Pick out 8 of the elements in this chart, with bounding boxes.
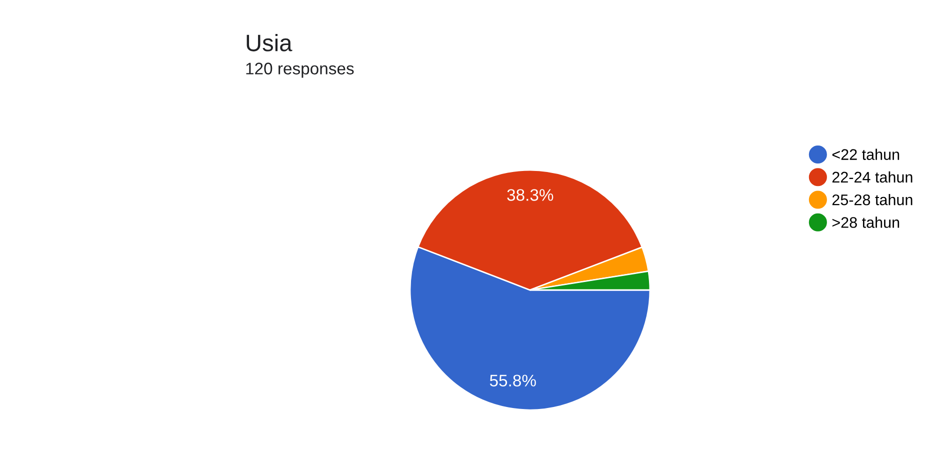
legend-label: <22 tahun xyxy=(832,148,900,160)
legend-label: 22-24 tahun xyxy=(832,171,912,183)
legend-label: 25-28 tahun xyxy=(832,194,912,206)
legend-label: >28 tahun xyxy=(832,216,900,228)
chart-title: Usia xyxy=(246,34,292,52)
data-label: 55.8% xyxy=(490,374,536,386)
data-label: 38.3% xyxy=(507,189,554,201)
chart-subtitle: 120 responses xyxy=(246,62,354,78)
